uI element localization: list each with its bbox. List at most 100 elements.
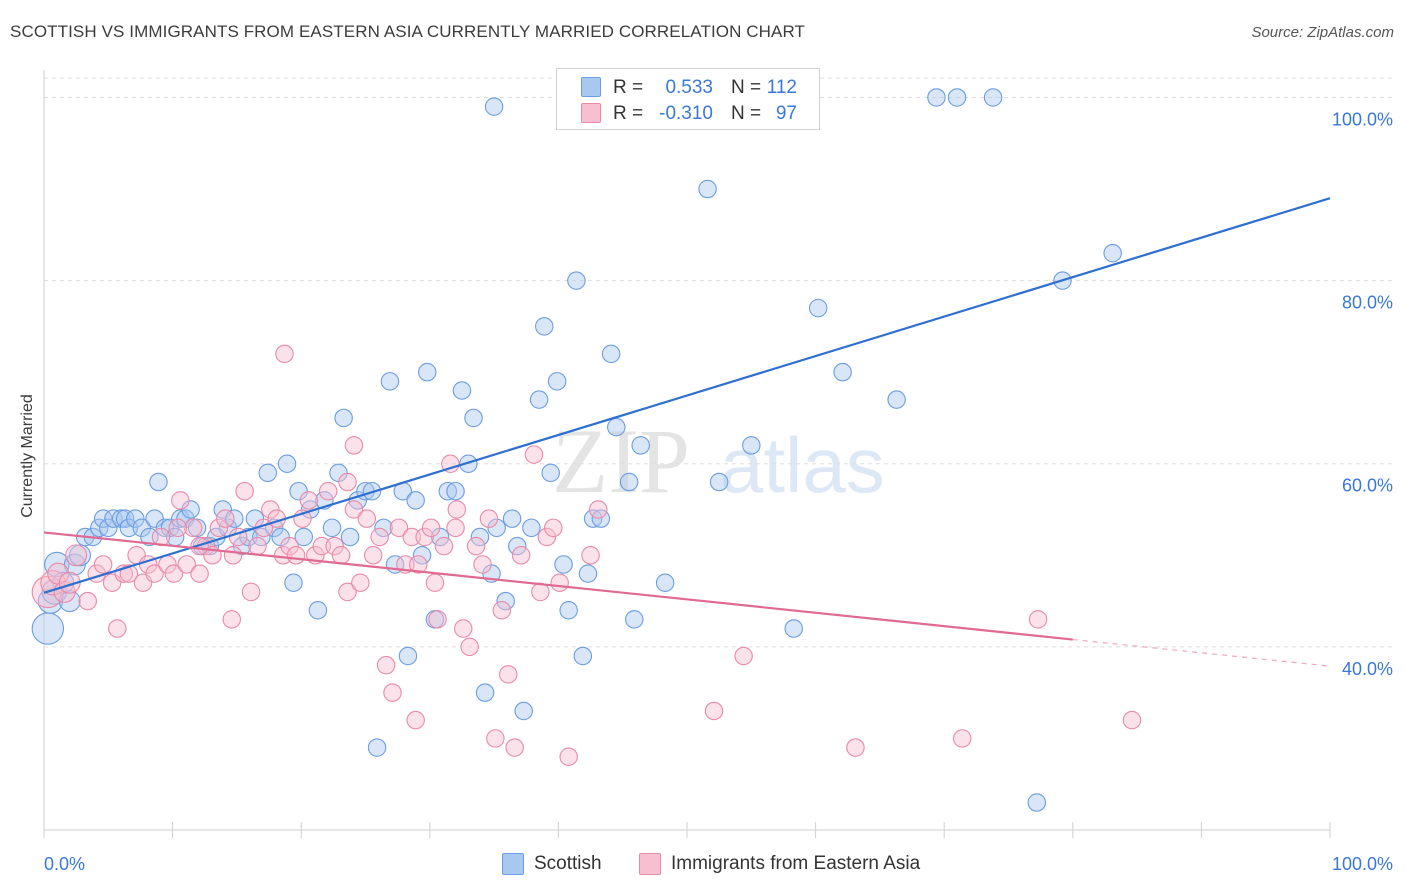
data-point [573, 646, 593, 666]
data-point [421, 518, 441, 538]
n-label: N = [731, 77, 762, 98]
data-point [846, 738, 865, 757]
data-point [452, 381, 472, 400]
data-point [376, 655, 396, 675]
data-point [318, 481, 338, 501]
data-point [983, 88, 1003, 107]
data-point [631, 436, 650, 455]
grid-lines [44, 77, 1392, 648]
data-point [453, 619, 473, 638]
data-point [216, 509, 235, 528]
data-point [273, 546, 293, 565]
data-point [583, 509, 603, 528]
data-point [312, 536, 332, 556]
source-label: Source: ZipAtlas.com [1251, 24, 1394, 41]
stats-swatch-scottish [581, 77, 601, 97]
data-point [447, 500, 467, 519]
data-point [529, 390, 549, 409]
y-tick-label: 60.0% [1342, 476, 1393, 496]
data-point [589, 500, 608, 519]
data-point [367, 738, 387, 757]
data-point [183, 518, 203, 538]
data-point [280, 536, 299, 556]
data-point [734, 646, 753, 666]
data-point [275, 344, 294, 364]
data-point [1103, 243, 1122, 263]
data-point [709, 472, 729, 492]
data-point [338, 472, 357, 492]
trend-line-extension [1072, 638, 1331, 667]
data-point [952, 729, 972, 748]
data-point [502, 509, 522, 528]
x-tick-label-start: 0.0% [44, 854, 85, 874]
data-point [537, 527, 557, 547]
axes [43, 70, 1331, 838]
data-point [550, 573, 569, 593]
data-point [406, 710, 425, 730]
data-point [149, 472, 168, 492]
stats-row-immigrants: R = -0.310 N = 97 [557, 101, 819, 127]
data-point [322, 518, 342, 538]
tick-labels: 40.0% 60.0% 80.0% 100.0% 0.0% 100.0% [44, 109, 1393, 874]
data-point [438, 481, 458, 501]
data-point [1027, 793, 1047, 812]
data-point [460, 637, 479, 657]
data-point [115, 509, 135, 528]
data-point [383, 683, 402, 702]
data-point [370, 527, 389, 547]
data-point [505, 738, 524, 757]
data-point [475, 683, 495, 702]
n-value-immigrants: 97 [775, 103, 797, 124]
data-point [325, 536, 344, 556]
data-point [535, 317, 554, 336]
data-point [415, 527, 434, 547]
data-point [171, 491, 190, 510]
y-tick-label: 40.0% [1342, 659, 1393, 679]
data-point [499, 665, 518, 684]
x-tick-label-end: 100.0% [1332, 854, 1393, 874]
data-point [145, 509, 164, 528]
trend-line [43, 531, 1073, 641]
series-immigrants-eastern-asia [31, 344, 1142, 766]
data-point [93, 509, 113, 528]
data-point [248, 536, 267, 556]
data-point [425, 573, 445, 593]
data-point [389, 518, 409, 538]
legend-swatch-immigrants [639, 853, 661, 875]
data-point [299, 491, 319, 510]
data-point [357, 509, 377, 528]
correlation-stats-box: R = 0.533 N = 112 R = -0.310 N = 97 [556, 68, 820, 130]
r-value-scottish: 0.533 [665, 77, 713, 98]
data-point [406, 491, 425, 510]
data-point [947, 88, 967, 107]
data-point [308, 600, 328, 620]
data-point [492, 600, 512, 620]
data-point [289, 481, 308, 501]
data-point [927, 88, 946, 107]
data-point [619, 472, 639, 492]
data-point [209, 518, 229, 538]
data-point [508, 536, 527, 556]
data-point [446, 518, 465, 538]
data-point [1028, 610, 1048, 629]
data-point [808, 298, 828, 318]
data-point [833, 362, 852, 382]
data-point [698, 179, 717, 199]
data-point [446, 481, 465, 501]
trend-line [43, 197, 1331, 594]
data-point [344, 436, 364, 455]
data-point [340, 527, 360, 547]
data-point [578, 564, 598, 583]
r-value-immigrants: -0.310 [659, 103, 713, 124]
data-point [284, 573, 303, 593]
legend-swatch-scottish [502, 853, 524, 875]
data-point [567, 271, 586, 290]
data-point [417, 362, 437, 382]
data-point [277, 454, 297, 473]
data-point [145, 564, 164, 583]
y-tick-label: 100.0% [1332, 109, 1393, 129]
data-point [93, 555, 113, 574]
data-point [434, 536, 454, 556]
data-point [541, 463, 560, 483]
